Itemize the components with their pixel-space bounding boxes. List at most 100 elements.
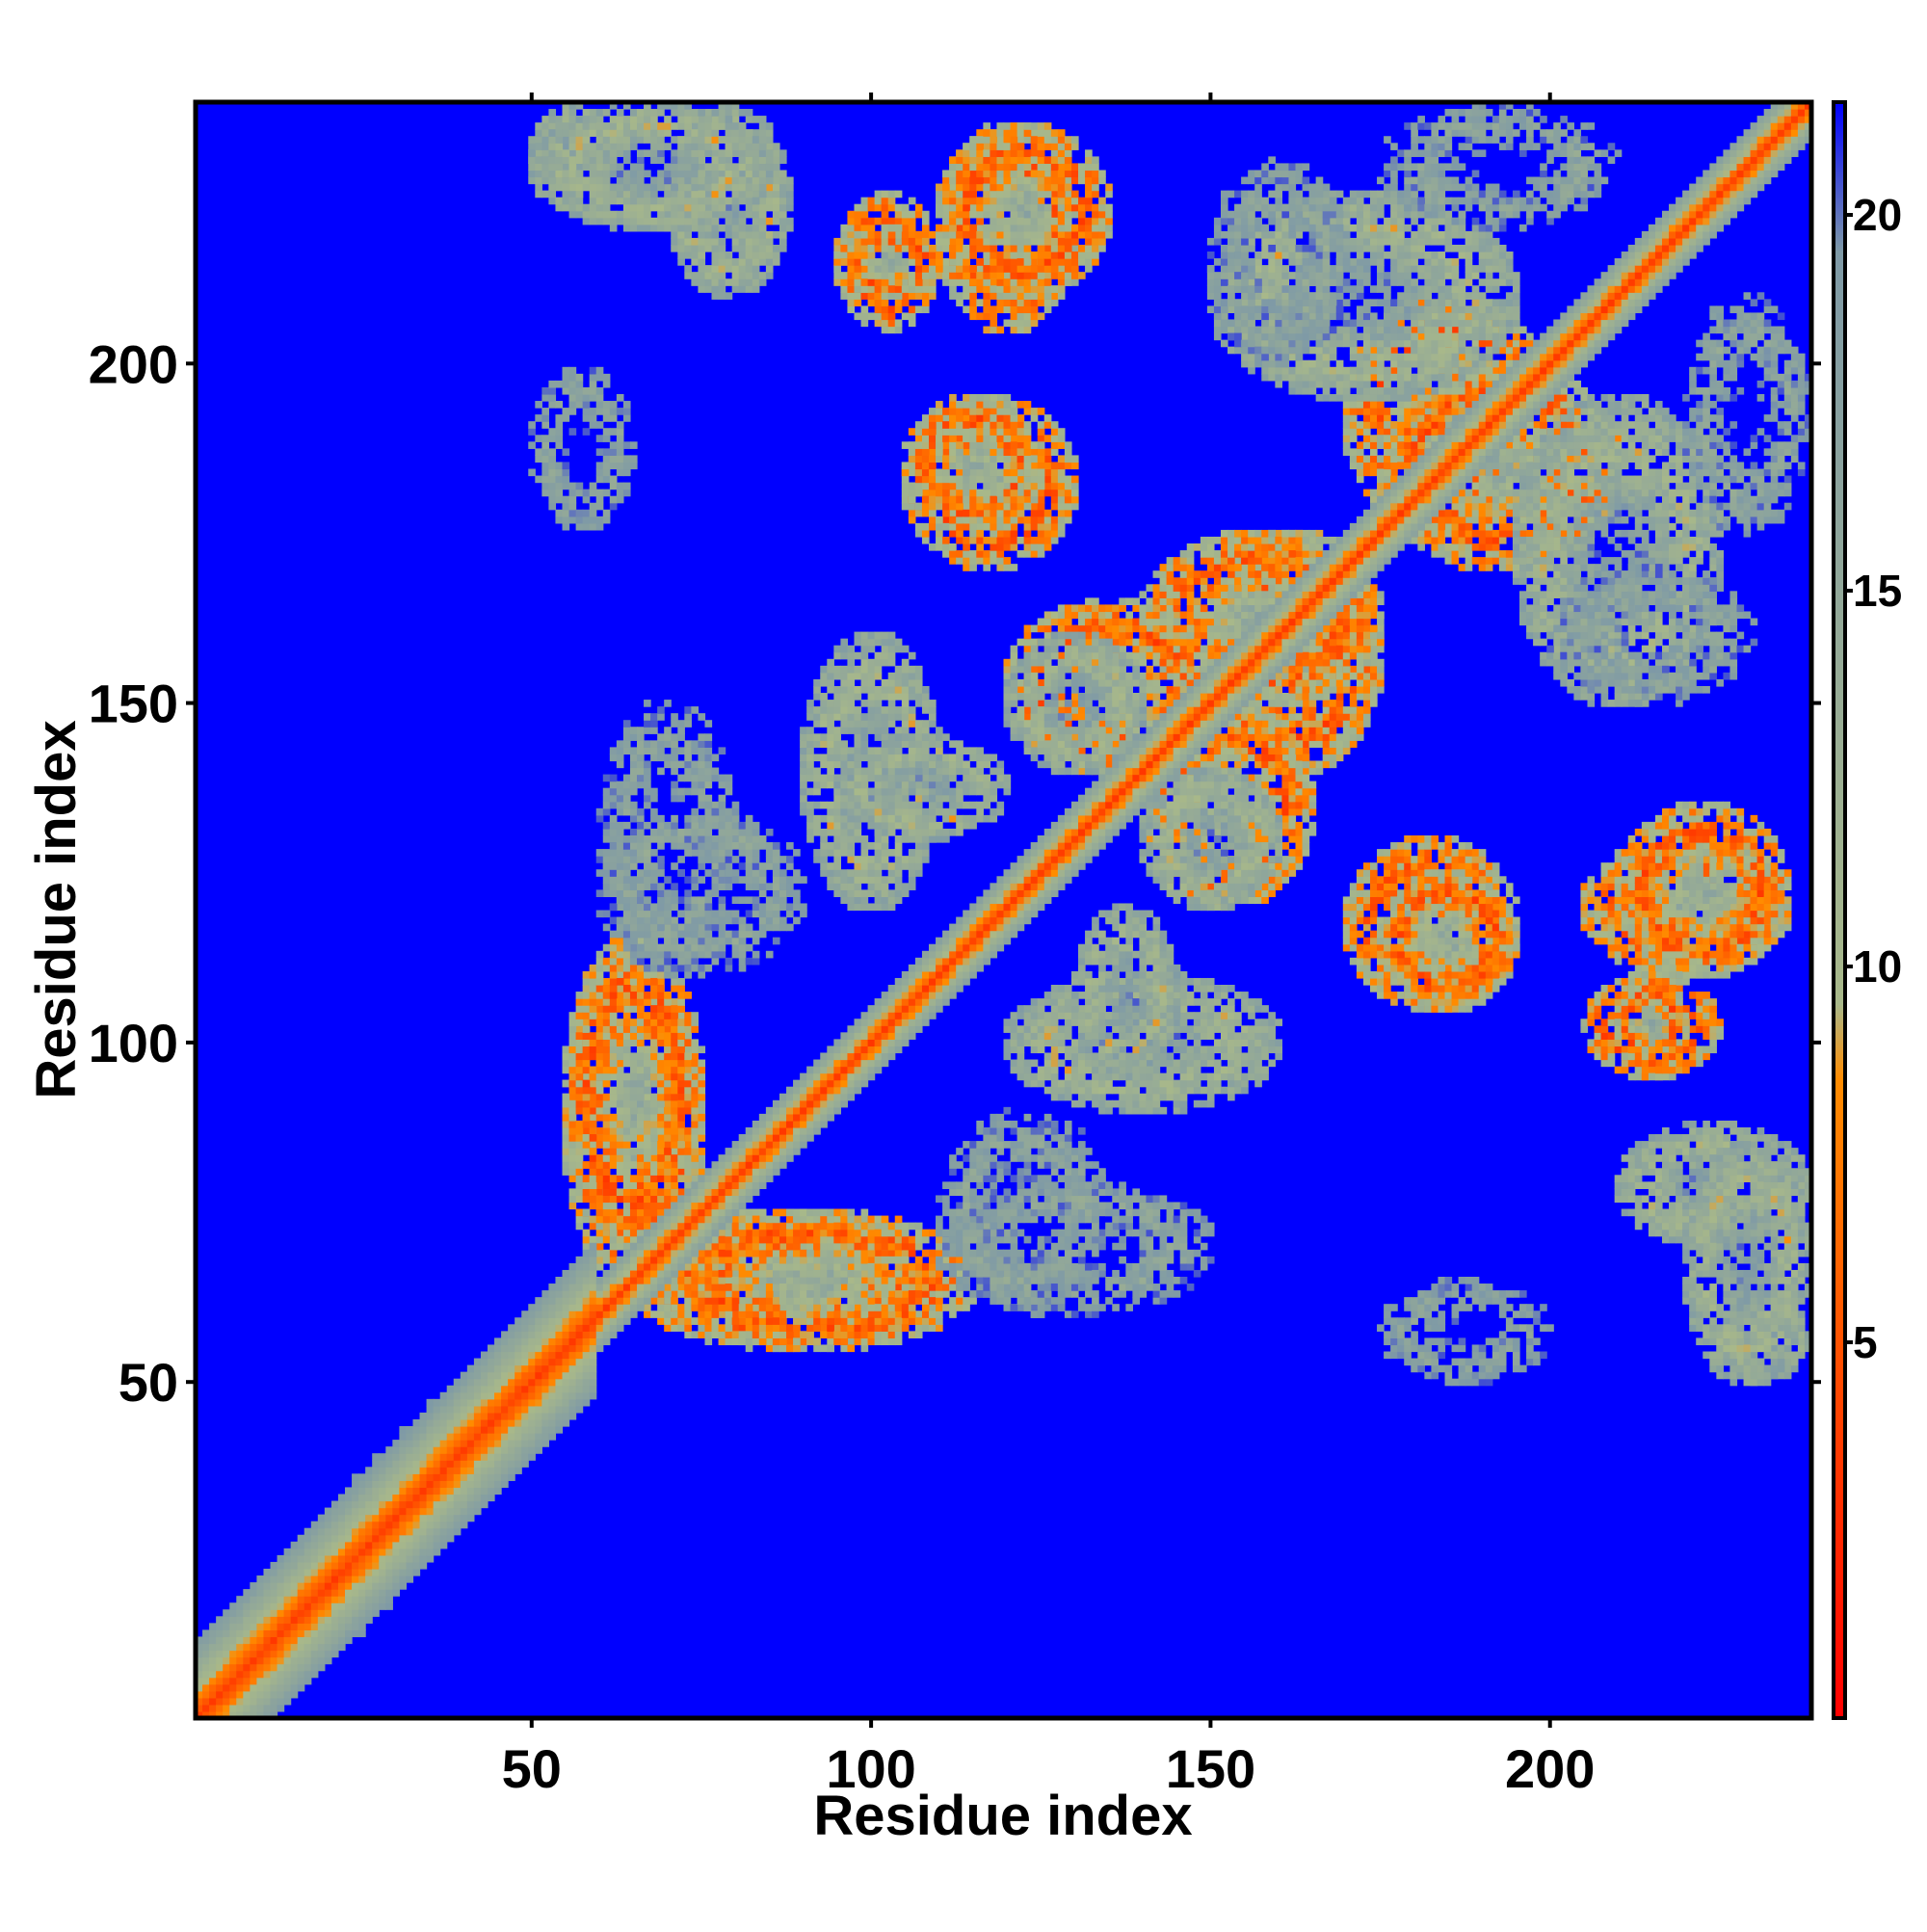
heatmap-cell xyxy=(719,285,726,293)
heatmap-cell xyxy=(1757,1161,1765,1169)
heatmap-cell xyxy=(1363,876,1371,884)
heatmap-cell xyxy=(956,272,964,279)
heatmap-cell xyxy=(1384,862,1391,870)
heatmap-cell xyxy=(1227,570,1235,578)
heatmap-cell xyxy=(1709,1032,1717,1040)
heatmap-cell xyxy=(1682,1045,1690,1053)
heatmap-cell xyxy=(1709,883,1717,890)
heatmap-cell xyxy=(1669,1067,1676,1074)
heatmap-cell xyxy=(1377,686,1385,694)
heatmap-cell xyxy=(1431,312,1439,320)
heatmap-cell xyxy=(1384,985,1391,992)
heatmap-cell xyxy=(1798,1352,1806,1360)
heatmap-cell xyxy=(1017,327,1025,334)
heatmap-cell xyxy=(1207,632,1215,640)
heatmap-cell xyxy=(1506,354,1514,361)
heatmap-cell xyxy=(1058,483,1066,490)
heatmap-cell xyxy=(1472,476,1480,484)
heatmap-cell xyxy=(1709,1025,1717,1033)
heatmap-cell xyxy=(1303,706,1310,714)
heatmap-cell xyxy=(1370,604,1378,612)
heatmap-cell xyxy=(882,211,889,219)
heatmap-cell xyxy=(1017,468,1025,476)
heatmap-cell xyxy=(1676,1161,1683,1169)
heatmap-cell xyxy=(1513,340,1520,348)
heatmap-cell xyxy=(1187,550,1195,558)
heatmap-cell xyxy=(739,218,747,225)
heatmap-cell xyxy=(1703,1019,1710,1026)
heatmap-cell xyxy=(1682,1141,1690,1149)
heatmap-cell xyxy=(1506,903,1514,911)
heatmap-cell xyxy=(1682,1188,1690,1196)
heatmap-cell xyxy=(1227,577,1235,585)
heatmap-cell xyxy=(1764,1310,1772,1318)
heatmap-cell xyxy=(1288,577,1296,585)
heatmap-cell xyxy=(562,163,569,171)
heatmap-cell xyxy=(1377,421,1385,429)
heatmap-cell xyxy=(1343,401,1351,409)
heatmap-cell xyxy=(1397,876,1405,884)
heatmap-cell xyxy=(732,245,740,252)
heatmap-cell xyxy=(1784,1141,1792,1149)
heatmap-cell xyxy=(1608,1032,1616,1040)
heatmap-cell xyxy=(1751,856,1758,863)
heatmap-cell xyxy=(746,272,753,279)
heatmap-cell xyxy=(1234,543,1242,551)
heatmap-cell xyxy=(1723,1141,1730,1149)
heatmap-cell xyxy=(691,272,699,279)
heatmap-cell xyxy=(1044,530,1052,538)
heatmap-cell xyxy=(1729,862,1737,870)
heatmap-cell xyxy=(1174,557,1181,565)
heatmap-cell xyxy=(1662,883,1670,890)
heatmap-cell xyxy=(1729,1127,1737,1135)
heatmap-cell xyxy=(861,225,869,232)
heatmap-cell xyxy=(1207,537,1215,544)
heatmap-cell xyxy=(1682,1032,1690,1040)
heatmap-cell xyxy=(1180,611,1188,619)
heatmap-cell xyxy=(1587,931,1595,939)
heatmap-cell xyxy=(739,265,747,273)
heatmap-cell xyxy=(1370,374,1378,382)
heatmap-cell xyxy=(1377,646,1385,653)
heatmap-cell xyxy=(1595,911,1602,918)
heatmap-cell xyxy=(1431,862,1439,870)
heatmap-cell xyxy=(1357,448,1364,456)
heatmap-cell xyxy=(1011,312,1018,320)
heatmap-cell xyxy=(1254,700,1262,707)
heatmap-cell xyxy=(1689,1052,1697,1060)
heatmap-cell xyxy=(1275,673,1282,680)
heatmap-cell xyxy=(1174,597,1181,605)
heatmap-cell xyxy=(719,245,726,252)
heatmap-cell xyxy=(1601,1052,1609,1060)
heatmap-cell xyxy=(1214,591,1222,598)
heatmap-cell xyxy=(1771,1344,1779,1352)
heatmap-cell xyxy=(1051,441,1059,449)
heatmap-cell xyxy=(1357,428,1364,436)
heatmap-cell xyxy=(1798,1161,1806,1169)
heatmap-cell xyxy=(1622,1060,1629,1068)
heatmap-cell xyxy=(1017,516,1025,524)
heatmap-cell xyxy=(1709,1045,1717,1053)
heatmap-cell xyxy=(1363,435,1371,442)
heatmap-cell xyxy=(1751,1134,1758,1142)
heatmap-cell xyxy=(861,319,869,327)
heatmap-cell xyxy=(1343,896,1351,904)
heatmap-cell xyxy=(840,272,848,279)
heatmap-cell xyxy=(1513,354,1520,361)
heatmap-cell xyxy=(1201,611,1208,619)
heatmap-cell xyxy=(1214,639,1222,647)
heatmap-cell xyxy=(1513,896,1520,904)
heatmap-cell xyxy=(1506,441,1514,449)
heatmap-cell xyxy=(1024,523,1032,531)
heatmap-cell xyxy=(1744,958,1752,966)
heatmap-cell xyxy=(1628,903,1636,911)
heatmap-cell xyxy=(1655,958,1663,966)
heatmap-cell xyxy=(759,218,767,225)
heatmap-cell xyxy=(1370,360,1378,368)
heatmap-cell xyxy=(1024,550,1032,558)
heatmap-cell xyxy=(1363,408,1371,415)
heatmap-cell xyxy=(759,204,767,212)
heatmap-cell xyxy=(1044,543,1052,551)
heatmap-cell xyxy=(1248,619,1255,626)
heatmap-cell xyxy=(1180,591,1188,598)
